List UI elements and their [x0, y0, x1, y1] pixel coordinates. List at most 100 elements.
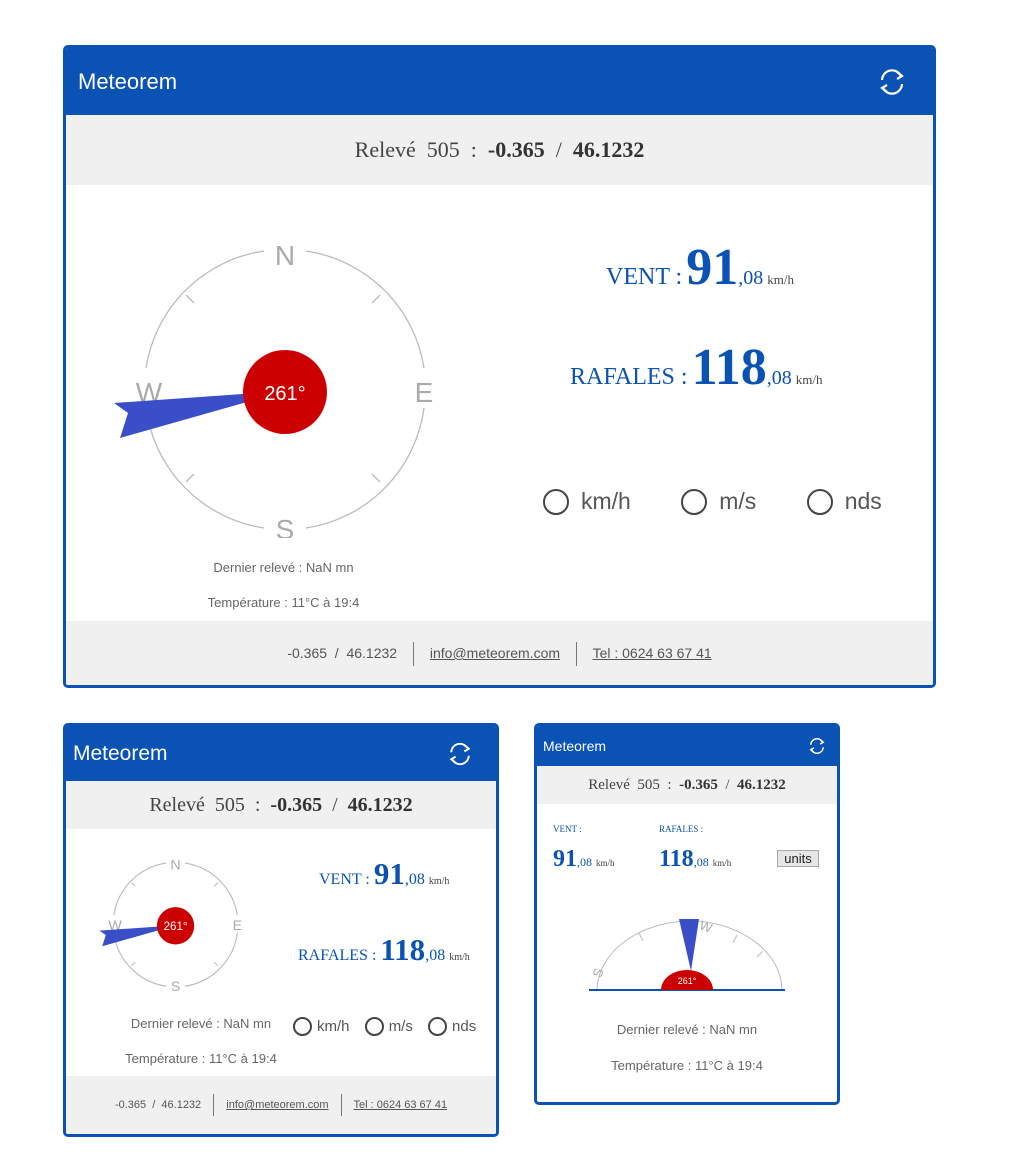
direction-label: 261°: [164, 921, 188, 933]
rafales-int: 118: [659, 846, 694, 872]
longitude: -0.365: [487, 137, 545, 162]
colon: :: [254, 794, 261, 816]
refresh-icon[interactable]: [807, 736, 827, 756]
latitude: 46.1232: [737, 777, 786, 793]
radio-ms[interactable]: m/s: [364, 1017, 413, 1036]
vent-unit: km/h: [428, 876, 450, 887]
radio-kmh-label: km/h: [317, 1018, 350, 1035]
widget-header: Meteorem: [66, 726, 496, 781]
app-title: Meteorem: [73, 741, 168, 765]
tel-link[interactable]: Tel : 0624 63 67 41: [592, 645, 712, 661]
direction-hub: [243, 350, 327, 434]
releve-id: 505: [214, 794, 245, 816]
wind-compass: N E S W 261°: [99, 857, 242, 995]
vent-int: 91: [686, 239, 739, 296]
radio-ms-label: m/s: [719, 488, 757, 514]
vent-label: VENT :: [606, 264, 683, 290]
vent-dec: ,08: [577, 855, 592, 869]
rafales-row: RAFALES : 118,08 km/h: [298, 932, 470, 968]
radio-nds[interactable]: nds: [806, 488, 882, 515]
rafales-int: 118: [691, 339, 767, 396]
rafales-dec: ,08: [693, 855, 709, 869]
rafales-dec: ,08: [766, 367, 792, 389]
direction-hub: [661, 970, 713, 990]
compass-e: E: [233, 918, 242, 934]
temperature: Température : 11°C à 19:4: [611, 1058, 763, 1073]
wind-needle: [679, 919, 699, 971]
vent-row: VENT : 91,08 km/h: [606, 238, 794, 297]
rafales-unit: km/h: [795, 372, 823, 387]
colon: :: [470, 137, 477, 162]
releve-bar: Relevé 505 : -0.365 / 46.1232: [66, 781, 496, 829]
rafales-row: RAFALES : 118,08 km/h: [570, 338, 822, 397]
footer-coords: -0.365 / 46.1232: [114, 1099, 202, 1111]
slash: /: [555, 137, 562, 162]
radio-nds-label: nds: [452, 1018, 477, 1035]
colon: :: [667, 777, 672, 793]
radio-kmh-label: km/h: [581, 488, 631, 514]
rafales-label: RAFALES :: [570, 364, 688, 390]
vent-int: 91: [553, 846, 577, 872]
widget-large: Meteorem Relevé 505 : -0.365 / 46.1232 N…: [63, 45, 936, 688]
widget-medium: Meteorem Relevé 505 : -0.365 / 46.1232 N…: [63, 723, 499, 1137]
releve-bar: Relevé 505 : -0.365 / 46.1232: [537, 766, 837, 804]
slash: /: [725, 777, 730, 793]
temperature: Température : 11°C à 19:4: [207, 595, 360, 610]
vent-dec: ,08: [738, 267, 764, 289]
rafales-dec: ,08: [425, 947, 446, 964]
vent-label: VENT :: [319, 871, 370, 888]
rafales-label: RAFALES :: [659, 824, 704, 834]
releve-bar: Relevé 505 : -0.365 / 46.1232: [66, 115, 933, 185]
dernier-releve: Dernier relevé : NaN mn: [616, 1022, 758, 1037]
rafales-unit: km/h: [449, 952, 470, 963]
longitude: -0.365: [679, 777, 718, 793]
vent-unit: km/h: [596, 858, 615, 868]
releve-label: Relevé: [588, 777, 630, 793]
radio-nds-label: nds: [844, 488, 882, 514]
radio-kmh[interactable]: km/h: [543, 488, 631, 515]
latitude: 46.1232: [572, 137, 645, 162]
rafales-label: RAFALES :: [298, 947, 377, 964]
radio-nds[interactable]: nds: [428, 1017, 476, 1036]
refresh-icon[interactable]: [876, 66, 908, 98]
vent-unit: km/h: [767, 272, 794, 287]
wind-compass: N E S W 261°: [114, 240, 433, 538]
units-button[interactable]: units: [777, 850, 819, 867]
vent-row: VENT : 91,08 km/h: [319, 856, 449, 892]
widget-header: Meteorem: [66, 48, 933, 115]
widget-header: Meteorem: [537, 726, 837, 766]
compass-n: N: [170, 857, 180, 873]
app-title: Meteorem: [78, 68, 178, 94]
tel-link[interactable]: Tel : 0624 63 67 41: [353, 1099, 448, 1111]
unit-radios: km/h m/s nds: [543, 488, 882, 521]
dernier-releve: Dernier relevé : NaN mn: [213, 560, 354, 575]
vent-int: 91: [373, 856, 405, 891]
direction-label: 261°: [678, 976, 697, 986]
widget-small: Meteorem Relevé 505 : -0.365 / 46.1232 V…: [534, 723, 840, 1105]
temperature: Température : 11°C à 19:4: [125, 1051, 277, 1066]
vent-dec: ,08: [404, 871, 425, 888]
email-link[interactable]: info@meteorem.com: [226, 1099, 329, 1111]
direction-hub: [156, 907, 195, 945]
vent-label: VENT :: [553, 824, 582, 834]
compass-s: S: [589, 966, 606, 980]
unit-radios: km/h m/s nds: [293, 1017, 476, 1040]
rafales-unit: km/h: [712, 858, 732, 868]
direction-label: 261°: [264, 383, 305, 405]
slash: /: [332, 794, 338, 816]
email-link[interactable]: info@meteorem.com: [429, 645, 561, 661]
radio-ms[interactable]: m/s: [681, 488, 756, 515]
vent-row: 91,08 km/h: [553, 846, 615, 873]
releve-id: 505: [637, 777, 660, 793]
rafales-row: 118,08 km/h: [659, 846, 731, 873]
footer-coords: -0.365 / 46.1232: [287, 645, 398, 661]
releve-label: Relevé: [354, 137, 416, 162]
widget-footer: -0.365 / 46.1232 info@meteorem.com Tel :…: [66, 621, 933, 685]
wind-needle: [114, 393, 261, 438]
compass-n: N: [275, 240, 295, 271]
widget-footer: -0.365 / 46.1232 info@meteorem.com Tel :…: [66, 1076, 496, 1134]
wind-semi-compass: S W 261°: [589, 917, 785, 991]
refresh-icon[interactable]: [446, 740, 474, 768]
radio-kmh[interactable]: km/h: [293, 1017, 350, 1036]
longitude: -0.365: [270, 794, 323, 816]
